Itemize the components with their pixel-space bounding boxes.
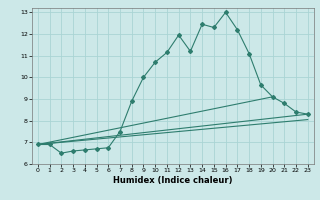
X-axis label: Humidex (Indice chaleur): Humidex (Indice chaleur)	[113, 176, 233, 185]
